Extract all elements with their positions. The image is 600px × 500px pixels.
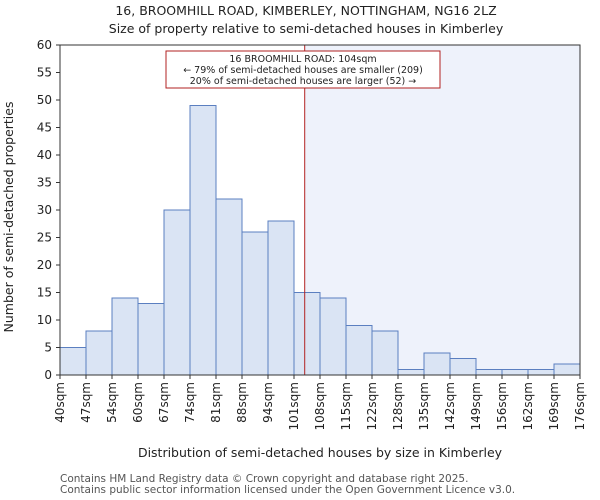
histogram-bar — [553, 363, 581, 376]
x-tick-label: 88sqm — [235, 382, 249, 423]
x-tick-label: 47sqm — [79, 382, 93, 423]
x-tick-label: 169sqm — [547, 382, 561, 430]
histogram-bar — [501, 369, 529, 376]
histogram-bar — [241, 231, 269, 376]
histogram-bar — [267, 220, 295, 376]
histogram-bar — [475, 369, 503, 376]
histogram-bar — [85, 330, 113, 376]
y-tick-label: 20 — [37, 258, 52, 272]
x-tick-label: 115sqm — [339, 382, 353, 430]
histogram-bar — [397, 369, 425, 376]
histogram-bar — [137, 303, 165, 376]
histogram-bar — [423, 352, 451, 376]
y-tick-label: 35 — [37, 176, 52, 190]
annotation-box — [165, 50, 441, 89]
y-axis-label: Number of semi-detached properties — [1, 102, 16, 333]
annotation-line-2: ← 79% of semi-detached houses are smalle… — [183, 65, 423, 76]
y-tick-label: 15 — [37, 286, 52, 300]
histogram-bar — [215, 198, 243, 376]
x-tick-label: 94sqm — [261, 382, 275, 423]
y-tick-label: 45 — [37, 121, 52, 135]
histogram-bar — [345, 325, 373, 376]
x-tick-label: 81sqm — [209, 382, 223, 423]
histogram-bar — [111, 297, 139, 376]
x-tick-label: 176sqm — [573, 382, 587, 430]
y-tick-label: 60 — [37, 38, 52, 52]
histogram-bar — [163, 209, 191, 376]
x-tick-label: 60sqm — [131, 382, 145, 423]
footer-licence: Contains public sector information licen… — [60, 484, 516, 496]
x-tick-label: 156sqm — [495, 382, 509, 430]
y-tick-label: 40 — [37, 148, 52, 162]
x-tick-label: 128sqm — [391, 382, 405, 430]
y-tick-label: 0 — [44, 368, 52, 382]
y-tick-label: 5 — [44, 341, 52, 355]
x-tick-label: 54sqm — [105, 382, 119, 423]
y-tick-label: 25 — [37, 231, 52, 245]
y-tick-label: 10 — [37, 313, 52, 327]
x-tick-label: 162sqm — [521, 382, 535, 430]
chart-subtitle: Size of property relative to semi-detach… — [109, 21, 504, 36]
y-tick-label: 55 — [37, 66, 52, 80]
x-tick-label: 135sqm — [417, 382, 431, 430]
histogram-bar — [59, 347, 87, 376]
x-tick-label: 101sqm — [287, 382, 301, 430]
x-tick-label: 67sqm — [157, 382, 171, 423]
chart-title: 16, BROOMHILL ROAD, KIMBERLEY, NOTTINGHA… — [115, 3, 496, 18]
histogram-bar — [527, 369, 555, 376]
x-tick-label: 149sqm — [469, 382, 483, 430]
histogram-bar — [189, 105, 217, 376]
x-tick-label: 108sqm — [313, 382, 327, 430]
plot-area: 0 5 10 15 20 25 30 35 40 45 50 55 60 40sqm 47sqm 54sqm 6… — [37, 38, 587, 430]
x-tick-label: 74sqm — [183, 382, 197, 423]
x-tick-label: 142sqm — [443, 382, 457, 430]
x-tick-label: 40sqm — [53, 382, 67, 423]
x-tick-label: 122sqm — [365, 382, 379, 430]
annotation-line-3: 20% of semi-detached houses are larger (… — [190, 76, 417, 87]
x-axis-label: Distribution of semi-detached houses by … — [138, 445, 503, 460]
y-tick-label: 50 — [37, 93, 52, 107]
larger-region-shading — [304, 45, 580, 375]
annotation-line-1: 16 BROOMHILL ROAD: 104sqm — [229, 54, 376, 65]
histogram-bar — [293, 292, 321, 376]
footer-copyright: Contains HM Land Registry data © Crown c… — [60, 473, 469, 485]
y-tick-label: 30 — [37, 203, 52, 217]
histogram-bar — [449, 358, 477, 376]
histogram-bar — [371, 330, 399, 376]
histogram-bar — [319, 297, 347, 376]
